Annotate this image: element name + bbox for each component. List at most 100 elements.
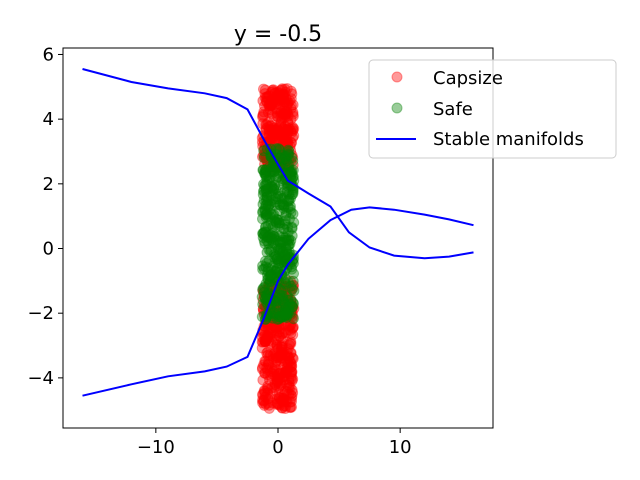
- capsize-point: [278, 297, 290, 309]
- capsize-point: [266, 94, 278, 105]
- safe-point: [260, 183, 272, 195]
- capsize-point: [285, 328, 297, 340]
- capsize-point: [265, 120, 277, 132]
- capsize-point: [276, 131, 287, 143]
- capsize-point: [288, 303, 300, 315]
- safe-point: [275, 243, 287, 254]
- capsize-point: [282, 357, 294, 369]
- capsize-point: [275, 300, 287, 312]
- safe-point: [273, 217, 285, 229]
- safe-point: [260, 226, 272, 238]
- safe-point: [265, 194, 277, 206]
- safe-point: [259, 166, 271, 178]
- safe-point: [279, 234, 291, 246]
- capsize-point: [286, 390, 298, 402]
- capsize-point: [264, 366, 276, 378]
- capsize-point: [265, 125, 277, 137]
- safe-point: [276, 149, 288, 161]
- safe-point: [277, 246, 289, 258]
- safe-point: [287, 256, 298, 267]
- capsize-point: [263, 282, 275, 294]
- capsize-point: [286, 137, 297, 149]
- safe-point: [258, 286, 270, 298]
- capsize-point: [277, 306, 289, 318]
- capsize-point: [285, 368, 297, 380]
- capsize-point: [278, 129, 290, 141]
- capsize-point: [263, 100, 275, 112]
- capsize-point: [279, 403, 291, 414]
- safe-point: [275, 284, 287, 296]
- safe-point: [288, 268, 299, 280]
- capsize-point: [281, 396, 293, 408]
- capsize-point: [282, 107, 294, 119]
- capsize-point: [287, 322, 299, 333]
- capsize-point: [287, 300, 299, 312]
- safe-point: [282, 195, 293, 207]
- x-tick-label: 0: [272, 437, 283, 458]
- capsize-point: [271, 364, 283, 376]
- safe-point: [262, 265, 274, 277]
- safe-point: [273, 255, 285, 267]
- capsize-point: [281, 362, 293, 374]
- capsize-point: [278, 395, 290, 407]
- capsize-point: [274, 323, 286, 335]
- capsize-point: [264, 327, 276, 339]
- capsize-point: [269, 377, 281, 389]
- capsize-point: [262, 384, 274, 396]
- safe-point: [282, 226, 294, 238]
- y-tick-label: 4: [43, 109, 54, 130]
- capsize-point: [279, 385, 291, 397]
- capsize-point: [257, 388, 269, 400]
- capsize-point: [281, 100, 293, 112]
- capsize-point: [263, 124, 275, 135]
- capsize-point: [283, 160, 295, 172]
- capsize-point: [285, 100, 297, 112]
- safe-point: [279, 299, 291, 311]
- capsize-point: [263, 121, 274, 132]
- safe-point: [268, 307, 280, 319]
- safe-point: [261, 246, 273, 258]
- capsize-point: [278, 108, 290, 120]
- safe-point: [263, 244, 275, 256]
- capsize-point: [288, 279, 299, 291]
- safe-point: [276, 311, 288, 323]
- safe-point: [285, 207, 297, 218]
- capsize-point: [286, 127, 297, 139]
- capsize-point: [260, 123, 272, 134]
- safe-point: [270, 266, 282, 277]
- capsize-point: [285, 388, 297, 400]
- capsize-point: [281, 106, 293, 118]
- safe-point: [269, 215, 281, 227]
- capsize-point: [267, 336, 279, 348]
- safe-point: [258, 185, 269, 197]
- capsize-point: [281, 105, 293, 117]
- capsize-point: [257, 394, 268, 406]
- safe-point: [280, 278, 292, 290]
- safe-point: [265, 166, 277, 178]
- capsize-point: [283, 96, 294, 108]
- capsize-point: [267, 365, 279, 377]
- safe-point: [267, 209, 279, 221]
- safe-point: [267, 310, 278, 322]
- capsize-point: [271, 339, 283, 351]
- capsize-point: [269, 128, 281, 140]
- capsize-point: [286, 302, 298, 314]
- safe-point: [280, 232, 291, 244]
- capsize-point: [278, 319, 289, 331]
- capsize-point: [282, 140, 293, 152]
- capsize-point: [276, 295, 288, 307]
- capsize-point: [264, 374, 276, 386]
- capsize-point: [279, 96, 291, 108]
- capsize-point: [279, 157, 291, 169]
- capsize-point: [281, 280, 293, 292]
- safe-point: [283, 239, 295, 251]
- capsize-point: [278, 105, 290, 117]
- capsize-point: [268, 364, 280, 376]
- capsize-point: [273, 382, 285, 394]
- capsize-point: [265, 338, 277, 349]
- capsize-point: [270, 371, 281, 382]
- safe-point: [258, 152, 270, 164]
- safe-point: [282, 158, 294, 170]
- capsize-point: [278, 108, 290, 119]
- capsize-point: [275, 379, 287, 391]
